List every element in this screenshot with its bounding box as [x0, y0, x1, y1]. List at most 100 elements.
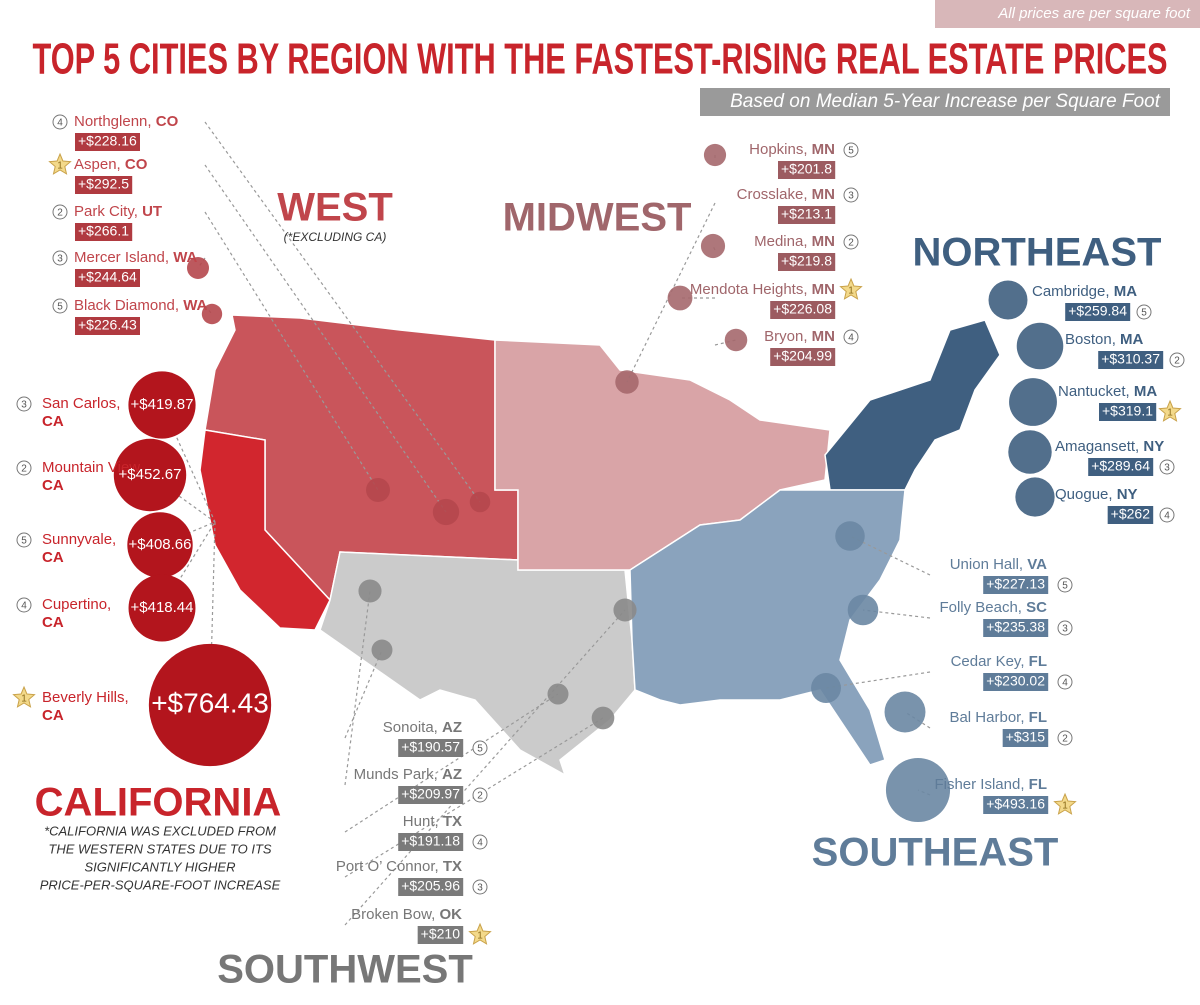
city-label: Crosslake, MN — [737, 186, 835, 203]
region-note: PRICE-PER-SQUARE-FOOT INCREASE — [40, 877, 281, 892]
city-label: Cedar Key, FL — [951, 653, 1047, 670]
city-label: Amagansett, NY — [1055, 438, 1164, 455]
price-tag-box — [1065, 303, 1131, 321]
bubbles — [113, 143, 1064, 823]
rank: 4 — [1164, 511, 1170, 522]
price-tag-box — [417, 926, 464, 944]
city-label: Medina, MN — [754, 233, 835, 250]
rank: 1 — [21, 694, 27, 705]
rank-circle — [52, 204, 68, 220]
price-tag-box — [1107, 506, 1154, 524]
price-bubble — [700, 233, 726, 259]
rank-circle — [1159, 507, 1175, 523]
rank-star — [1158, 399, 1182, 422]
rank: 2 — [1062, 734, 1068, 745]
price-tag: +$310.37 — [1101, 351, 1160, 367]
price-bubble — [811, 673, 841, 703]
city-state: WA — [173, 249, 197, 266]
rank: 5 — [21, 536, 27, 547]
price-bubble — [128, 371, 196, 439]
price-tag: +$210 — [421, 926, 461, 942]
city-state: CA — [42, 549, 64, 566]
city-state: MN — [812, 186, 835, 203]
rank: 1 — [477, 931, 483, 942]
price-tag: +$230.02 — [986, 673, 1045, 689]
price-tag-box — [75, 176, 133, 194]
price-tag-box — [1002, 729, 1049, 747]
rank: 5 — [1062, 581, 1068, 592]
rank-circle — [472, 787, 488, 803]
price-tag-box — [778, 161, 836, 179]
city-state: FL — [1029, 653, 1047, 670]
region-note: SIGNIFICANTLY HIGHER — [85, 859, 236, 874]
rank-circle — [1169, 352, 1185, 368]
rank: 5 — [477, 744, 483, 755]
rank-circle — [52, 114, 68, 130]
city-label: Bal Harbor, FL — [949, 709, 1047, 726]
rank: 2 — [848, 238, 854, 249]
rank-circle — [472, 740, 488, 756]
city-name: Amagansett, — [1055, 438, 1139, 455]
price-tag-box — [75, 223, 133, 241]
region-note: *CALIFORNIA WAS EXCLUDED FROM — [44, 823, 276, 838]
price-tag: +$228.16 — [78, 133, 137, 149]
city-state: MN — [812, 281, 835, 298]
city-label: Broken Bow, OK — [351, 906, 462, 923]
region-name: NORTHEAST — [913, 231, 1162, 275]
rank-circle — [1159, 459, 1175, 475]
rank: 2 — [57, 208, 63, 219]
city-label: Folly Beach, SC — [939, 599, 1047, 616]
rank-circle — [16, 597, 32, 613]
rank-circle — [52, 298, 68, 314]
rank-circle — [843, 329, 859, 345]
leader-line — [204, 164, 447, 513]
rank-star — [12, 685, 36, 708]
leader-line — [204, 121, 481, 503]
price-bubble — [127, 512, 193, 578]
price-bubble — [591, 706, 615, 730]
price-tag: +$190.57 — [401, 739, 460, 755]
city-name: Northglenn, — [74, 113, 152, 130]
rank-circle — [843, 187, 859, 203]
price-tag: +$315 — [1006, 729, 1046, 745]
rank: 4 — [1062, 678, 1068, 689]
price-tag: +$289.64 — [1091, 458, 1150, 474]
rank: 3 — [57, 254, 63, 265]
city-label: Park City, UT — [74, 203, 162, 220]
price-bubble — [703, 143, 727, 167]
price-tag: +$262 — [1111, 506, 1151, 522]
price-bubble — [469, 491, 491, 513]
city-label: Cambridge, MA — [1032, 283, 1137, 300]
rank: 4 — [477, 838, 483, 849]
rank-circle — [1057, 730, 1073, 746]
price-tag-box — [1099, 403, 1157, 421]
city-name: Cambridge, — [1032, 283, 1110, 300]
city-name: Union Hall, — [950, 556, 1023, 573]
rank: 4 — [21, 601, 27, 612]
map-midwest — [494, 339, 831, 571]
leader-line — [849, 535, 931, 576]
price-label: +$419.87 — [131, 396, 194, 413]
rank: 4 — [57, 118, 63, 129]
subtitle: Based on Median 5-Year Increase per Squa… — [730, 91, 1161, 112]
city-name: Mercer Island, — [74, 249, 169, 266]
price-bubble — [358, 579, 382, 603]
price-bubble — [1009, 378, 1057, 426]
price-tag-box — [75, 317, 140, 335]
city-state: TX — [443, 858, 462, 875]
rank-star — [468, 922, 492, 945]
city-name: Cupertino, — [42, 596, 111, 613]
map-california — [199, 429, 331, 631]
city-label: Mendota Heights, MN — [690, 281, 835, 298]
city-name: Bryon, — [764, 328, 807, 345]
price-tag: +$319.1 — [1102, 403, 1153, 419]
price-tag: +$292.5 — [78, 176, 129, 192]
price-tag-box — [983, 796, 1049, 814]
price-tag-box — [75, 133, 140, 151]
city-state: CO — [125, 156, 148, 173]
rank-circle — [1057, 620, 1073, 636]
price-bubble — [1016, 322, 1064, 370]
city-label: Cupertino, CA — [42, 596, 111, 631]
city-name: Sonoita, — [383, 719, 438, 736]
price-tag-box — [778, 206, 836, 224]
